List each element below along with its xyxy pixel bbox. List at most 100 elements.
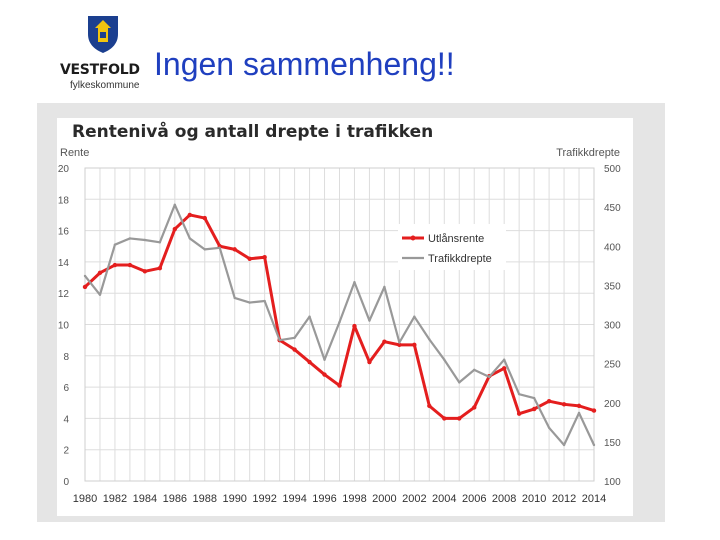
data-point-utlansrente	[427, 403, 432, 409]
data-point-trafikkdrepte	[113, 243, 117, 246]
x-tick-label: 1996	[312, 493, 336, 505]
y2-tick-label: 200	[604, 399, 621, 410]
y2-tick-label: 150	[604, 438, 621, 449]
data-point-utlansrente	[561, 402, 567, 407]
x-tick-label: 1984	[133, 493, 157, 505]
y-tick-label: 6	[63, 383, 69, 394]
data-point-trafikkdrepte	[383, 285, 386, 289]
data-point-trafikkdrepte	[443, 358, 446, 361]
data-point-utlansrente	[232, 247, 237, 252]
y-tick-label: 20	[58, 164, 70, 175]
data-point-utlansrente	[142, 269, 148, 274]
data-point-trafikkdrepte	[353, 281, 356, 284]
data-point-trafikkdrepte	[398, 341, 401, 344]
x-tick-label: 1980	[73, 493, 97, 505]
data-point-trafikkdrepte	[488, 375, 491, 379]
data-point-utlansrente	[202, 215, 207, 221]
data-point-utlansrente	[112, 262, 118, 268]
data-point-trafikkdrepte	[577, 411, 581, 415]
data-point-utlansrente	[187, 212, 192, 218]
coat-of-arms-icon	[88, 16, 118, 53]
data-point-utlansrente	[442, 416, 447, 421]
data-point-trafikkdrepte	[173, 203, 177, 206]
data-point-utlansrente	[337, 383, 342, 388]
legend-box	[398, 224, 506, 270]
y-axis-label: Rente	[60, 147, 89, 159]
data-point-trafikkdrepte	[158, 241, 162, 244]
data-point-trafikkdrepte	[473, 368, 476, 372]
data-point-utlansrente	[292, 347, 297, 352]
y-tick-label: 16	[58, 227, 70, 238]
y2-tick-label: 250	[604, 360, 621, 371]
data-point-trafikkdrepte	[248, 301, 251, 304]
y2-tick-label: 450	[604, 203, 621, 214]
data-point-trafikkdrepte	[592, 443, 596, 447]
y-tick-label: 10	[58, 321, 70, 332]
data-point-trafikkdrepte	[278, 338, 281, 342]
x-tick-label: 2014	[582, 493, 606, 505]
y2-tick-label: 300	[604, 321, 621, 332]
data-point-utlansrente	[352, 323, 357, 329]
x-tick-label: 2008	[492, 493, 516, 505]
plot-frame	[84, 167, 595, 482]
data-point-trafikkdrepte	[368, 319, 371, 322]
logo-subtitle: fylkeskommune	[70, 80, 140, 91]
data-point-trafikkdrepte	[547, 426, 551, 429]
chart-title: Rentenivå og antall drepte i trafikken	[72, 122, 434, 142]
data-point-trafikkdrepte	[502, 358, 506, 361]
x-tick-label: 1998	[342, 493, 366, 505]
data-point-trafikkdrepte	[203, 248, 206, 251]
x-tick-label: 2002	[402, 493, 426, 505]
data-point-utlansrente	[591, 408, 597, 413]
data-point-utlansrente	[382, 339, 387, 344]
y2-tick-label: 350	[604, 281, 621, 292]
data-point-trafikkdrepte	[413, 315, 416, 318]
x-tick-label: 1990	[222, 493, 246, 505]
data-point-utlansrente	[82, 284, 88, 290]
data-point-utlansrente	[367, 359, 372, 365]
x-tick-label: 1982	[103, 493, 127, 505]
x-tick-label: 2012	[552, 493, 576, 505]
data-point-utlansrente	[262, 255, 267, 260]
data-point-trafikkdrepte	[562, 443, 566, 447]
data-point-utlansrente	[157, 265, 163, 271]
data-point-trafikkdrepte	[128, 237, 132, 240]
slide-title: Ingen sammenheng!!	[154, 46, 455, 82]
data-point-trafikkdrepte	[323, 358, 326, 361]
data-point-utlansrente	[247, 256, 252, 261]
data-point-trafikkdrepte	[218, 246, 221, 250]
data-point-utlansrente	[457, 416, 462, 421]
data-point-utlansrente	[576, 403, 582, 409]
y-tick-label: 4	[63, 414, 69, 425]
legend-marker	[410, 235, 416, 241]
y-tick-label: 12	[58, 289, 70, 300]
data-point-trafikkdrepte	[83, 274, 87, 278]
data-point-trafikkdrepte	[428, 338, 431, 341]
vestfold-logo: VESTFOLD fylkeskommune	[60, 14, 160, 96]
y-tick-label: 14	[58, 258, 70, 269]
y2-axis-label: Trafikkdrepte	[556, 147, 620, 159]
x-tick-label: 1988	[193, 493, 217, 505]
data-point-utlansrente	[127, 262, 133, 268]
data-point-utlansrente	[97, 270, 103, 276]
data-point-trafikkdrepte	[143, 238, 147, 242]
x-tick-label: 2006	[462, 493, 486, 505]
data-point-utlansrente	[501, 366, 507, 371]
x-tick-label: 1994	[282, 493, 306, 505]
y-tick-label: 18	[58, 195, 70, 206]
data-point-utlansrente	[531, 406, 537, 412]
data-point-trafikkdrepte	[458, 381, 461, 384]
data-point-trafikkdrepte	[308, 315, 311, 318]
y-tick-label: 8	[63, 352, 69, 363]
data-point-trafikkdrepte	[98, 293, 102, 296]
data-point-utlansrente	[472, 405, 477, 410]
legend-label: Trafikkdrepte	[428, 253, 492, 265]
data-point-utlansrente	[307, 359, 312, 365]
data-point-trafikkdrepte	[188, 237, 191, 240]
logo-name: VESTFOLD	[60, 62, 140, 78]
data-point-trafikkdrepte	[263, 299, 266, 303]
x-tick-label: 2010	[522, 493, 546, 505]
data-point-utlansrente	[412, 342, 417, 348]
x-tick-label: 1986	[163, 493, 187, 505]
